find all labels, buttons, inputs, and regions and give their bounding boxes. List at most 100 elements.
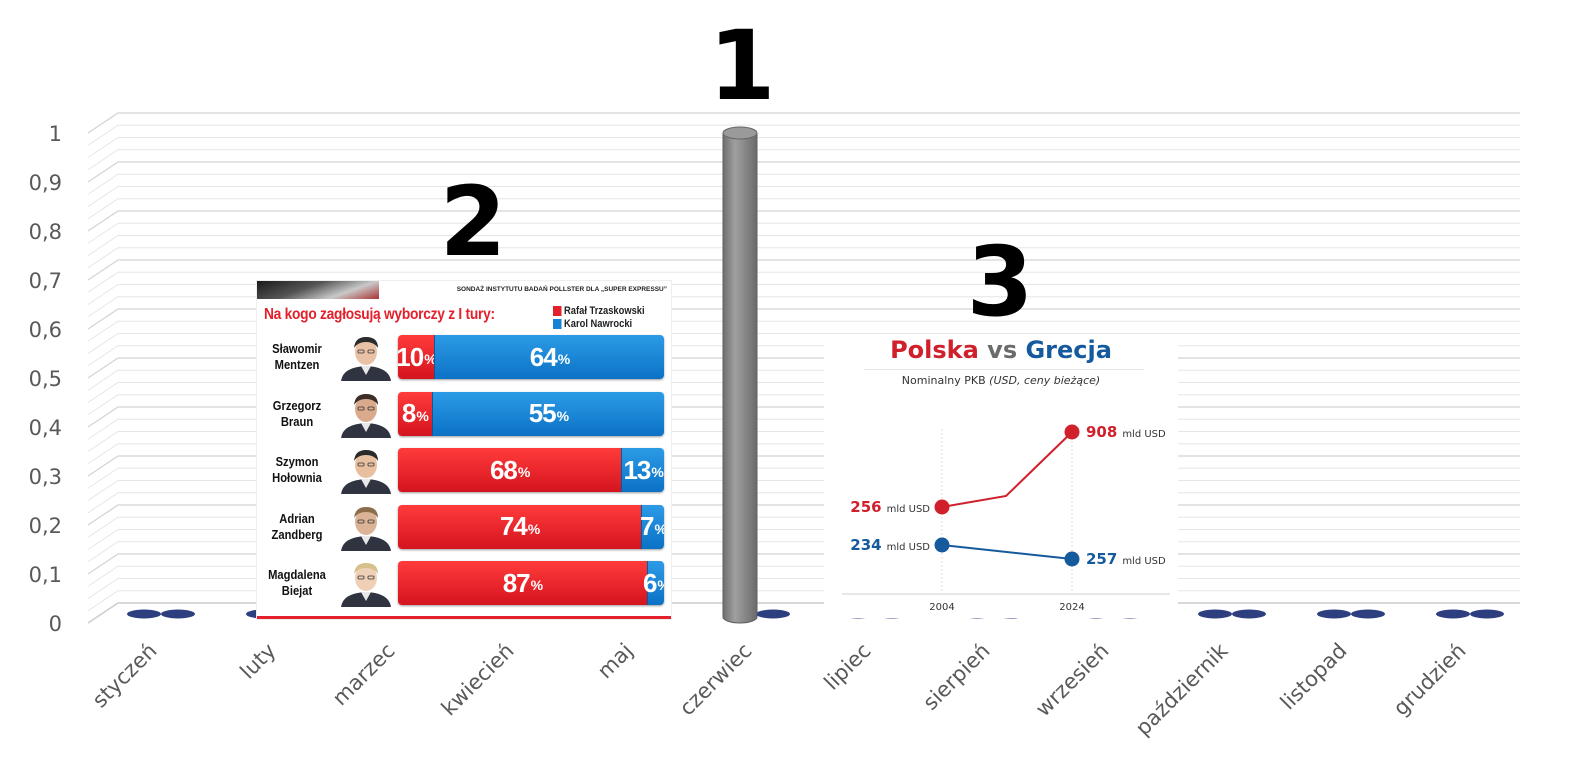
trzaskowski-segment: 8%	[398, 391, 432, 436]
candidate-name: Adrian Zandberg	[263, 511, 332, 543]
gdp-subtitle-main: Nominalny PKB	[901, 374, 990, 387]
legend-item-trzaskowski: Rafał Trzaskowski	[553, 304, 645, 317]
x-tick-label: kwiecień	[437, 639, 519, 721]
candidate-name-line: Sławomir	[272, 341, 322, 356]
trzaskowski-segment: 10%	[398, 335, 437, 379]
y-tick-label: 0,3	[29, 465, 62, 489]
x-tick-label: grudzień	[1389, 639, 1471, 721]
nawrocki-segment: 55%	[431, 391, 664, 436]
zero-marker	[1317, 609, 1351, 619]
x-tick-label: wrzesień	[1031, 639, 1114, 722]
callout-2: 2	[439, 166, 507, 278]
grid-line	[87, 333, 1520, 354]
series-line	[941, 544, 1073, 560]
segment-value: 7	[640, 511, 655, 541]
candidate-name-line: Mentzen	[274, 357, 320, 372]
legend-item-nawrocki: Karol Nawrocki	[553, 317, 645, 330]
data-label: 256 mld USD	[850, 498, 930, 516]
segment-unit: %	[517, 464, 530, 480]
segment-value: 55	[528, 398, 557, 428]
stacked-bar: 10% 64%	[398, 335, 664, 379]
y-tick-label: 0,2	[29, 514, 62, 538]
x-tick-label: 2024	[1059, 602, 1084, 613]
poll-row: Sławomir Mentzen 10% 64%	[257, 333, 671, 381]
y-tick-label: 1	[49, 122, 62, 146]
poll-infographic: SONDAŻ INSTYTUTU BADAŃ POLLSTER DLA „SUP…	[257, 281, 671, 619]
candidate-name-line: Adrian	[279, 510, 315, 526]
zero-marker	[1351, 609, 1385, 619]
segment-unit: %	[530, 577, 543, 593]
poll-title: Na kogo zagłosują wyborczy z I tury:	[264, 306, 495, 323]
bar-body	[722, 132, 758, 624]
segment-value: 64	[529, 341, 558, 372]
title-divider	[864, 369, 1144, 370]
x-tick-label: marzec	[328, 639, 400, 711]
bar	[722, 126, 758, 624]
x-tick-label: 2004	[929, 602, 954, 613]
nawrocki-segment: 6%	[643, 561, 664, 605]
grid-line	[87, 124, 1520, 146]
header-photo-strip	[257, 281, 379, 299]
series-grecja: 234 mld USD 257 mld USD	[850, 536, 1166, 568]
stacked-bar: 8% 55%	[398, 391, 664, 436]
data-point	[934, 537, 950, 553]
segment-value: 6	[642, 567, 658, 598]
x-tick-label: styczeń	[88, 639, 162, 713]
series-line	[941, 431, 1073, 508]
series-polska: 256 mld USD 908 mld USD	[850, 423, 1166, 516]
y-axis-tick-labels: 0 0,1 0,2 0,3 0,4 0,5 0,6 0,7 0,8 0,9 1	[29, 122, 62, 636]
segment-unit: %	[651, 464, 663, 480]
data-label: 234 mld USD	[850, 536, 930, 554]
gdp-plot: 2004 2024 256 mld USD 908 mld USD 234 mld USD 25…	[842, 423, 1170, 613]
grid-line	[87, 198, 1520, 220]
candidate-name-line: Szymon	[275, 454, 319, 469]
candidate-name-line: Biejat	[281, 583, 313, 598]
candidate-photo	[337, 390, 395, 438]
grid-line	[87, 235, 1520, 256]
x-tick-label: luty	[235, 639, 280, 684]
gdp-title-vs: vs	[978, 336, 1026, 364]
stacked-bar: 74%7%	[398, 504, 665, 549]
y-tick-label: 0,4	[29, 416, 62, 440]
segment-unit: %	[655, 521, 665, 537]
gdp-title-grecja: Grecja	[1025, 336, 1112, 364]
segment-value: 10	[398, 341, 424, 372]
y-tick-label: 0,8	[29, 220, 62, 244]
segment-value: 13	[623, 454, 651, 485]
segment-value: 8	[401, 398, 417, 428]
gdp-subtitle: Nominalny PKB (USD, ceny bieżące)	[824, 374, 1178, 387]
grid-line	[87, 149, 1520, 171]
grid-line	[87, 271, 1520, 293]
grid-line	[87, 259, 1520, 281]
candidate-name: Szymon Hołownia	[263, 454, 332, 486]
bars	[722, 126, 758, 624]
grid-line	[87, 222, 1520, 244]
data-label: 908 mld USD	[1086, 423, 1166, 441]
x-tick-label: listopad	[1276, 639, 1352, 715]
grid-line	[87, 137, 1520, 158]
zero-marker	[161, 609, 195, 619]
grid-line	[87, 284, 1520, 305]
poll-legend: Rafał Trzaskowski Karol Nawrocki	[553, 304, 661, 330]
x-tick-label: czerwiec	[675, 639, 757, 721]
grid-line	[87, 186, 1520, 207]
y-tick-label: 0,5	[29, 367, 62, 391]
x-tick-label: maj	[593, 639, 638, 684]
data-point	[934, 499, 950, 515]
y-tick-label: 0	[49, 612, 62, 636]
segment-value: 74	[499, 511, 528, 541]
poll-source: SONDAŻ INSTYTUTU BADAŃ POLLSTER DLA „SUP…	[456, 286, 667, 293]
nawrocki-segment: 7%	[640, 504, 665, 549]
segment-unit: %	[527, 520, 540, 537]
segment-unit: %	[657, 577, 664, 593]
gdp-subtitle-paren: (USD, ceny bieżące)	[989, 374, 1101, 387]
grid-line	[87, 173, 1520, 195]
candidate-photo	[337, 503, 395, 551]
segment-unit: %	[556, 407, 569, 424]
candidate-name-line: Hołownia	[272, 470, 322, 485]
zero-marker	[1470, 609, 1504, 619]
poll-row: Szymon Hołownia 68% 13%	[257, 446, 671, 494]
